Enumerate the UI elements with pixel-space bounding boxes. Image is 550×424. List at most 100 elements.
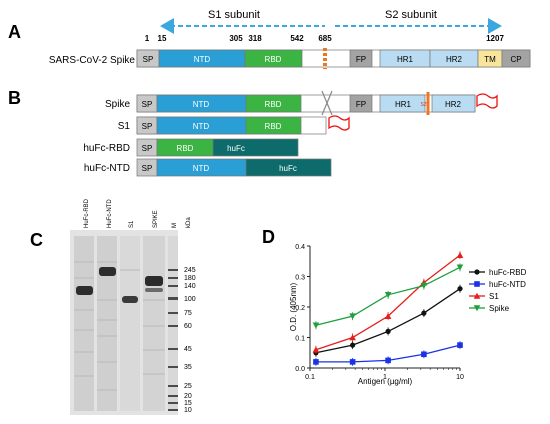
x-tick-label: 10 xyxy=(456,374,464,381)
marker-20: 20 xyxy=(184,393,192,400)
pos-318: 318 xyxy=(248,34,262,43)
marker-45: 45 xyxy=(184,346,192,353)
pos-1: 1 xyxy=(145,34,150,43)
domain-hr2-label: HR2 xyxy=(446,55,463,64)
lane-label-hufc-ntd: HuFc-NTD xyxy=(107,199,113,228)
tag-flag-icon xyxy=(328,115,350,131)
data-point xyxy=(474,281,480,287)
panel-label-c: C xyxy=(30,230,43,250)
y-tick-label: 0.4 xyxy=(295,244,305,251)
pos-1207: 1207 xyxy=(486,34,504,43)
b-hufc-rbd-fc-label: huFc xyxy=(227,144,245,153)
marker-100: 100 xyxy=(184,296,196,303)
data-point xyxy=(349,334,356,341)
chart-legend: huFc-RBD huFc-NTD S1 Spike xyxy=(469,268,527,313)
data-point xyxy=(421,310,427,316)
domain-rbd-label: RBD xyxy=(265,55,282,64)
b-hufc-rbd-fc xyxy=(212,138,299,157)
b-spike-sp-label: SP xyxy=(142,100,153,109)
marker-60: 60 xyxy=(184,323,192,330)
data-point xyxy=(384,312,392,319)
construct-spike: SP NTD RBD FP HR1 S2' HR2 xyxy=(136,90,498,116)
x-tick-label: 0.1 xyxy=(305,374,315,381)
data-point xyxy=(474,269,480,275)
x-axis-label: Antigen (µg/ml) xyxy=(358,377,413,386)
marker-140: 140 xyxy=(184,283,196,290)
construct-label-hufc-rbd: huFc-RBD xyxy=(83,143,130,154)
marker-ladder xyxy=(168,269,178,411)
legend-label: S1 xyxy=(489,292,499,301)
s1-subunit-label: S1 subunit xyxy=(208,9,260,21)
elisa-chart: 0.00.10.20.30.4 0.1 1 10 Antigen (µg/ml) O… xyxy=(289,244,527,386)
domain-ntd-label: NTD xyxy=(194,55,211,64)
band-s1 xyxy=(122,296,138,303)
data-point xyxy=(457,286,463,292)
construct-label-s1: S1 xyxy=(118,121,131,132)
s2-subunit-label: S2 subunit xyxy=(385,9,437,21)
marker-25: 25 xyxy=(184,383,192,390)
b-s1-sp-label: SP xyxy=(142,122,153,131)
b-spike-rbd-label: RBD xyxy=(265,100,282,109)
marker-245: 245 xyxy=(184,267,196,274)
y-tick-label: 0.1 xyxy=(295,336,305,343)
panel-label-d: D xyxy=(262,227,275,247)
lane-label-marker: M xyxy=(172,223,178,228)
data-point xyxy=(385,328,391,334)
data-point xyxy=(420,282,428,289)
data-point xyxy=(457,342,463,348)
marker-15: 15 xyxy=(184,400,192,407)
pos-542: 542 xyxy=(290,34,304,43)
legend-label: Spike xyxy=(489,304,510,313)
y-tick-label: 0.0 xyxy=(295,366,305,373)
b-spike-rbd xyxy=(245,94,302,113)
b-hufc-ntd-sp-label: SP xyxy=(142,164,153,173)
domain-cp-label: CP xyxy=(510,55,521,64)
legend-label: huFc-RBD xyxy=(489,268,527,277)
tag-flag-icon xyxy=(476,93,498,109)
b-hufc-ntd-fc xyxy=(245,158,332,177)
legend-label: huFc-NTD xyxy=(489,280,526,289)
furin-site-mutated-icon xyxy=(321,90,333,116)
y-tick-label: 0.2 xyxy=(295,305,305,312)
spike-row-label: SARS-CoV-2 Spike xyxy=(49,55,136,66)
band-spike xyxy=(145,276,163,286)
panel-label-b: B xyxy=(8,88,21,108)
band-hufc-rbd xyxy=(76,286,93,295)
pos-685: 685 xyxy=(318,34,332,43)
lane-label-s1: S1 xyxy=(129,220,135,228)
construct-hufc-rbd: SP RBD huFc xyxy=(136,138,299,157)
construct-label-hufc-ntd: huFc-NTD xyxy=(84,163,130,174)
data-point xyxy=(384,292,392,299)
kda-unit-label: kDa xyxy=(186,217,192,228)
domain-hr1-label: HR1 xyxy=(397,55,414,64)
b-spike-hr1-label: HR1 xyxy=(395,100,412,109)
panel-label-a: A xyxy=(8,22,21,42)
b-spike-hr2-label: HR2 xyxy=(445,100,462,109)
y-ticks: 0.0 0.1 0.2 0.3 0.4 xyxy=(295,244,310,373)
domain-tm-label: TM xyxy=(484,55,496,64)
b-s1-ntd-label: NTD xyxy=(193,122,210,131)
s2-prime-label: S2' xyxy=(420,102,427,108)
domain-fp-label: FP xyxy=(356,55,366,64)
b-spike-hr2 xyxy=(431,94,476,113)
marker-35: 35 xyxy=(184,364,192,371)
data-point xyxy=(312,322,320,329)
y-tick-label: 0.3 xyxy=(295,275,305,282)
spike-domain-bar: SP NTD RBD FP HR1 HR2 TM CP xyxy=(136,48,531,69)
domain-cp xyxy=(501,49,531,68)
b-hufc-rbd-rbd-label: RBD xyxy=(177,144,194,153)
b-s1-rbd xyxy=(245,116,302,135)
b-s1-rbd-label: RBD xyxy=(265,122,282,131)
b-hufc-rbd-sp-label: SP xyxy=(142,144,153,153)
data-point xyxy=(473,305,481,312)
data-point xyxy=(350,342,356,348)
b-spike-fp xyxy=(349,94,373,113)
pos-15: 15 xyxy=(158,34,167,43)
data-point xyxy=(456,264,464,271)
pos-305: 305 xyxy=(229,34,243,43)
marker-75: 75 xyxy=(184,310,192,317)
series-group xyxy=(312,251,464,366)
construct-label-spike: Spike xyxy=(105,99,130,110)
series-line xyxy=(315,254,461,351)
